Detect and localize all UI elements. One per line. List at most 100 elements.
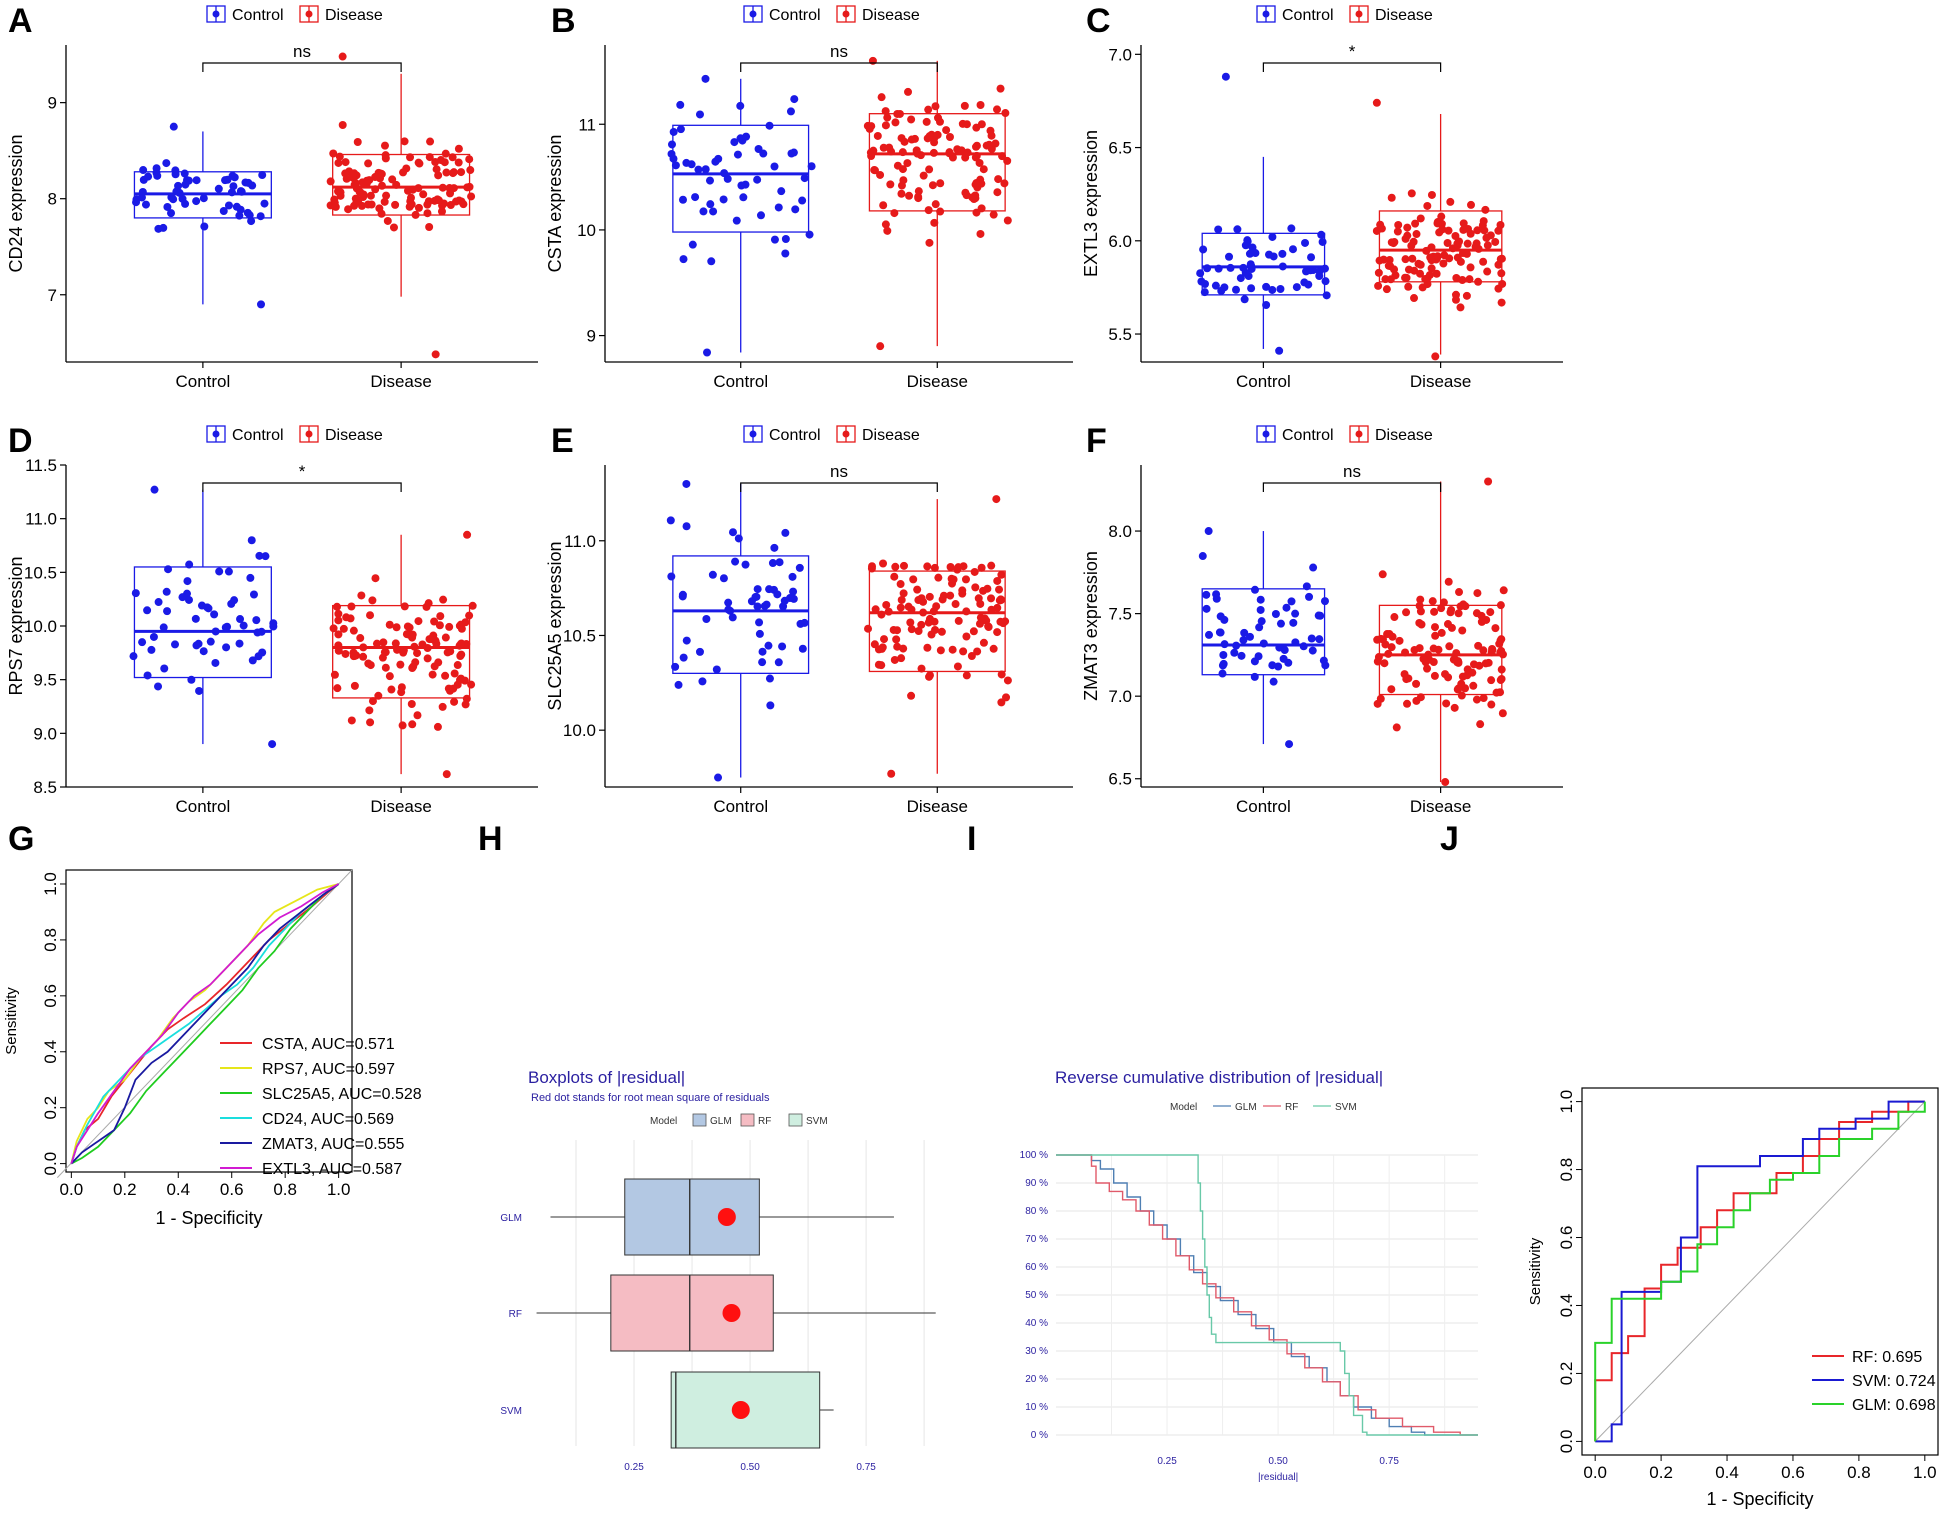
data-point: [758, 647, 767, 656]
data-point: [381, 151, 390, 160]
data-point: [141, 200, 150, 209]
data-point: [224, 201, 233, 210]
data-point: [1458, 275, 1467, 284]
data-point: [953, 662, 962, 671]
data-point: [890, 655, 899, 664]
data-point: [175, 188, 184, 197]
data-point: [679, 255, 688, 264]
data-point: [1483, 241, 1492, 250]
data-point: [1291, 638, 1300, 647]
significance-label: ns: [830, 462, 848, 481]
data-point: [1403, 699, 1412, 708]
data-point: [211, 658, 220, 667]
data-point: [1268, 285, 1277, 294]
data-point: [1257, 617, 1266, 626]
data-point: [330, 670, 339, 679]
data-point: [187, 675, 196, 684]
y-tick-label: 1.0: [1557, 1090, 1576, 1114]
data-point: [249, 590, 258, 599]
data-point: [438, 702, 447, 711]
data-point: [397, 683, 406, 692]
data-point: [736, 101, 745, 110]
plot-frame: [1581, 1087, 1939, 1456]
data-point: [682, 636, 691, 645]
data-point: [1322, 291, 1331, 300]
data-point: [253, 628, 262, 637]
data-point: [887, 147, 896, 156]
x-tick-label: Disease: [907, 797, 968, 816]
data-point: [970, 567, 979, 576]
data-point: [753, 585, 762, 594]
data-point: [1431, 352, 1440, 361]
data-point: [1218, 669, 1227, 678]
data-point: [342, 174, 351, 183]
data-point: [945, 148, 954, 157]
data-point: [1262, 300, 1271, 309]
data-point: [899, 644, 908, 653]
data-point: [671, 161, 680, 170]
data-point: [219, 206, 228, 215]
data-point: [712, 665, 721, 674]
ecdf-curve-glm: [1056, 1154, 1478, 1436]
data-point: [789, 587, 798, 596]
data-point: [409, 662, 418, 671]
data-point: [935, 117, 944, 126]
data-point: [899, 589, 908, 598]
data-point: [1416, 269, 1425, 278]
data-point: [753, 175, 762, 184]
data-point: [1259, 639, 1268, 648]
data-point: [873, 131, 882, 140]
data-point: [992, 495, 1001, 504]
data-point: [701, 165, 710, 174]
data-point: [1271, 609, 1280, 618]
data-point: [993, 188, 1002, 197]
data-point: [430, 617, 439, 626]
data-point: [334, 616, 343, 625]
x-tick-label: 0.2: [1649, 1463, 1673, 1482]
data-point: [442, 168, 451, 177]
data-point: [410, 642, 419, 651]
data-point: [741, 560, 750, 569]
data-point: [1245, 249, 1254, 258]
data-point: [338, 121, 347, 130]
data-point: [962, 632, 971, 641]
data-point: [1462, 249, 1471, 258]
roc-curve-svm: [1595, 1100, 1925, 1443]
data-point: [1214, 264, 1223, 273]
data-point: [1381, 275, 1390, 284]
data-point: [930, 563, 939, 572]
data-point: [431, 350, 440, 359]
data-point: [1319, 656, 1328, 665]
data-point: [714, 773, 723, 782]
data-point: [1479, 694, 1488, 703]
data-point: [377, 170, 386, 179]
data-point: [465, 155, 474, 164]
data-point: [374, 691, 383, 700]
data-point: [1404, 282, 1413, 291]
data-point: [406, 153, 415, 162]
data-point: [975, 158, 984, 167]
data-point: [765, 585, 774, 594]
data-point: [925, 614, 934, 623]
data-point: [931, 200, 940, 209]
data-point: [1201, 280, 1210, 289]
y-tick-label: 7.5: [1108, 605, 1132, 624]
data-point: [445, 184, 454, 193]
data-point: [423, 654, 432, 663]
rms-dot: [717, 1208, 736, 1226]
significance-bracket: [740, 482, 938, 492]
data-point: [206, 637, 215, 646]
data-point: [723, 174, 732, 183]
data-point: [979, 586, 988, 595]
data-point: [1278, 249, 1287, 258]
significance-label: ns: [830, 42, 848, 61]
data-point: [724, 605, 733, 614]
data-point: [770, 235, 779, 244]
data-point: [258, 171, 267, 180]
x-tick-label: Disease: [370, 372, 431, 391]
y-tick-label: 40 %: [1025, 1318, 1048, 1329]
data-point: [185, 560, 194, 569]
data-point: [1278, 262, 1287, 271]
data-point: [425, 153, 434, 162]
data-point: [371, 574, 380, 583]
